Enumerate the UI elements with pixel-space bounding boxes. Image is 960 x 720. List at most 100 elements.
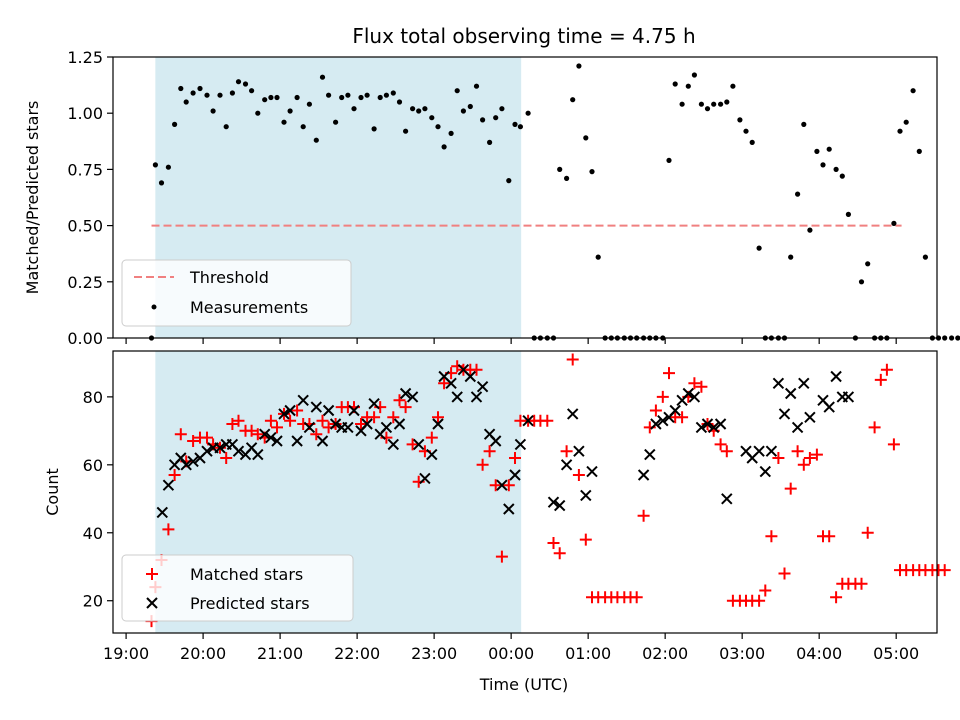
matched-stars-point	[676, 411, 689, 424]
measurement-point	[460, 108, 466, 114]
predicted-stars-point	[265, 431, 277, 444]
matched-stars-point	[823, 530, 836, 543]
measurement-point	[807, 227, 813, 233]
measurement-point	[865, 261, 871, 267]
x-axis-label: Time (UTC)	[479, 675, 568, 694]
matched-stars-point	[649, 404, 662, 417]
measurement-point	[313, 137, 319, 143]
matched-stars-point	[874, 373, 887, 386]
x-tick-label: 23:00	[411, 644, 457, 663]
measurement-point	[268, 94, 274, 101]
bottom-x-ticks: 19:00 20:00 21:00 22:00 23:00 00:00 01:00 02:00…	[103, 633, 919, 663]
measurement-point	[396, 99, 403, 105]
measurement-point	[281, 119, 287, 125]
measurement-point	[942, 335, 948, 341]
measurement-point	[249, 88, 255, 94]
predicted-stars-point	[765, 445, 778, 457]
matched-stars-point	[226, 418, 239, 430]
matched-stars-point	[560, 445, 573, 458]
measurement-point	[172, 121, 178, 127]
predicted-stars-point	[784, 387, 797, 400]
measurement-point	[743, 128, 749, 134]
x-tick-label: 05:00	[873, 644, 919, 663]
matched-stars-point	[284, 414, 297, 427]
predicted-stars-point	[496, 479, 508, 491]
measurement-point	[333, 119, 339, 125]
matched-stars-point	[791, 445, 804, 458]
measurement-point	[152, 162, 158, 168]
predicted-stars-point	[682, 387, 695, 400]
top-y-axis-label: Matched/Predicted stars	[23, 101, 42, 295]
predicted-stars-point	[470, 391, 483, 403]
measurement-point	[826, 146, 832, 152]
bottom-legend-box	[121, 554, 354, 622]
matched-stars-point	[778, 567, 791, 580]
measurement-point	[910, 88, 916, 94]
measurement-point	[839, 173, 845, 179]
measurement-point	[724, 99, 730, 105]
predicted-stars-point	[258, 428, 271, 440]
matched-stars-point	[547, 537, 560, 549]
measurement-point	[165, 164, 171, 170]
predicted-stars-point	[214, 442, 226, 454]
predicted-stars-point	[464, 370, 477, 383]
predicted-stars-point	[580, 489, 592, 502]
predicted-stars-point	[201, 445, 213, 457]
measurement-point	[814, 148, 820, 154]
matched-stars-point	[245, 424, 258, 437]
predicted-stars-point	[297, 394, 309, 407]
predicted-stars-point	[252, 448, 264, 461]
measurement-point	[525, 110, 531, 116]
matched-stars-point	[264, 414, 277, 427]
measurement-point	[589, 169, 595, 175]
measurement-point	[730, 83, 736, 89]
matched-stars-point	[714, 438, 727, 451]
predicted-stars-point	[560, 459, 573, 471]
predicted-stars-point	[406, 391, 419, 403]
measurement-point	[351, 106, 357, 112]
measurements-legend-swatch	[151, 304, 157, 310]
predicted-stars-point	[772, 377, 785, 390]
measurement-point	[229, 90, 235, 96]
matched-stars-point	[271, 421, 283, 434]
predicted-stars-point	[426, 448, 438, 461]
measurement-point	[718, 101, 724, 107]
measurement-point	[801, 121, 807, 127]
bottom-panel: 20 40 60 80 19:00 20:00 21:00 22:00 23:00 00:00 0…	[43, 350, 951, 694]
matched-stars-point	[174, 428, 187, 441]
predicted-stars-point	[637, 469, 650, 481]
matched-stars-point	[387, 411, 400, 424]
matched-stars-point	[509, 452, 521, 464]
measurement-point	[493, 115, 499, 121]
predicted-stars-point	[278, 408, 290, 420]
top-panel: 0.00 0.25 0.50 0.75 1.00 1.25 Matched/Predict…	[23, 48, 960, 348]
measurement-point	[217, 92, 223, 98]
predicted-stars-point	[823, 401, 835, 413]
measurement-point	[512, 121, 518, 127]
y-tick-label: 80	[83, 388, 103, 407]
matched-stars-point	[637, 509, 650, 522]
measurement-point	[383, 92, 389, 98]
y-tick-label: 20	[83, 592, 103, 611]
measurement-point	[358, 94, 364, 101]
matched-stars-point	[476, 458, 489, 471]
measurement-point	[435, 124, 441, 130]
measurement-point	[795, 191, 801, 197]
predicted-stars-point	[695, 421, 708, 434]
bottom-y-ticks: 20 40 60 80	[83, 388, 113, 611]
measurement-point	[897, 128, 903, 134]
measurement-point	[955, 335, 960, 341]
predicted-stars-point	[830, 370, 842, 383]
predicted-stars-point	[778, 408, 791, 420]
top-y-ticks: 0.00 0.25 0.50 0.75 1.00 1.25	[67, 48, 113, 348]
predicted-stars-point	[156, 506, 169, 519]
x-tick-label: 03:00	[719, 644, 765, 663]
predicted-stars-point	[553, 499, 566, 512]
matched-stars-point	[759, 584, 772, 597]
measurement-point	[691, 72, 698, 78]
measurement-point	[473, 83, 480, 89]
predicted-stars-point	[432, 418, 444, 430]
measurement-point	[788, 254, 794, 260]
measurement-point	[698, 101, 705, 107]
